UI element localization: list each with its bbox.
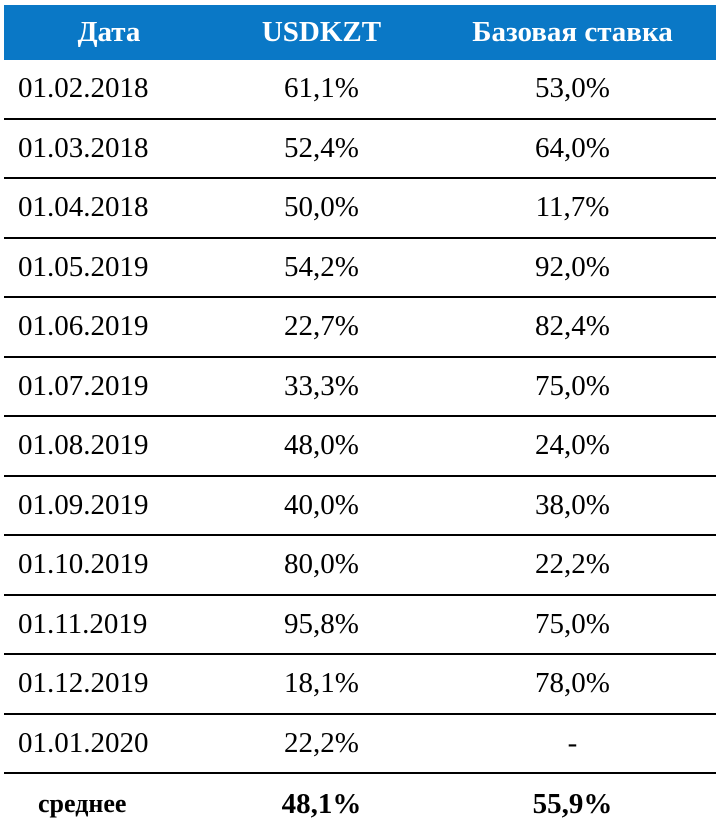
table-body: 01.02.2018 61,1% 53,0% 01.03.2018 52,4% 64,0%… bbox=[4, 60, 716, 774]
table-header: Дата USDKZT Базовая ставка bbox=[4, 5, 716, 60]
header-usdkzt: USDKZT bbox=[214, 5, 429, 60]
cell-date: 01.01.2020 bbox=[4, 713, 214, 774]
cell-base-rate: 64,0% bbox=[429, 118, 716, 179]
cell-usdkzt: 80,0% bbox=[214, 535, 429, 596]
cell-base-rate: 38,0% bbox=[429, 475, 716, 536]
table-row: 01.09.2019 40,0% 38,0% bbox=[4, 475, 716, 536]
average-label: среднее bbox=[38, 789, 127, 818]
average-row: среднее 48,1% 55,9% bbox=[4, 773, 716, 834]
cell-usdkzt: 40,0% bbox=[214, 475, 429, 536]
table-row: 01.05.2019 54,2% 92,0% bbox=[4, 237, 716, 298]
header-row: Дата USDKZT Базовая ставка bbox=[4, 5, 716, 60]
table-footer: среднее 48,1% 55,9% bbox=[4, 773, 716, 834]
cell-base-rate: 78,0% bbox=[429, 654, 716, 715]
cell-date: 01.06.2019 bbox=[4, 297, 214, 358]
table-row: 01.02.2018 61,1% 53,0% bbox=[4, 60, 716, 120]
cell-base-rate: 53,0% bbox=[429, 60, 716, 120]
cell-date: 01.02.2018 bbox=[4, 60, 214, 120]
header-date: Дата bbox=[4, 5, 214, 60]
cell-date: 01.10.2019 bbox=[4, 535, 214, 596]
cell-date: 01.07.2019 bbox=[4, 356, 214, 417]
table-row: 01.11.2019 95,8% 75,0% bbox=[4, 594, 716, 655]
average-usdkzt: 48,1% bbox=[281, 787, 362, 820]
table-row: 01.07.2019 33,3% 75,0% bbox=[4, 356, 716, 417]
cell-date: 01.05.2019 bbox=[4, 237, 214, 298]
cell-base-rate: - bbox=[429, 713, 716, 774]
cell-date: 01.11.2019 bbox=[4, 594, 214, 655]
cell-date: 01.04.2018 bbox=[4, 178, 214, 239]
table-row: 01.08.2019 48,0% 24,0% bbox=[4, 416, 716, 477]
table-row: 01.04.2018 50,0% 11,7% bbox=[4, 178, 716, 239]
data-table: Дата USDKZT Базовая ставка 01.02.2018 61,… bbox=[4, 5, 716, 834]
cell-base-rate: 11,7% bbox=[429, 178, 716, 239]
cell-base-rate: 75,0% bbox=[429, 594, 716, 655]
cell-usdkzt: 54,2% bbox=[214, 237, 429, 298]
table-row: 01.06.2019 22,7% 82,4% bbox=[4, 297, 716, 358]
cell-base-rate: 75,0% bbox=[429, 356, 716, 417]
cell-date: 01.08.2019 bbox=[4, 416, 214, 477]
cell-usdkzt: 52,4% bbox=[214, 118, 429, 179]
cell-usdkzt: 33,3% bbox=[214, 356, 429, 417]
cell-usdkzt: 22,2% bbox=[214, 713, 429, 774]
average-base-rate: 55,9% bbox=[532, 787, 613, 820]
cell-base-rate: 82,4% bbox=[429, 297, 716, 358]
cell-usdkzt: 50,0% bbox=[214, 178, 429, 239]
cell-usdkzt: 22,7% bbox=[214, 297, 429, 358]
table-row: 01.01.2020 22,2% - bbox=[4, 713, 716, 774]
table-row: 01.12.2019 18,1% 78,0% bbox=[4, 654, 716, 715]
cell-base-rate: 24,0% bbox=[429, 416, 716, 477]
data-table-container: Дата USDKZT Базовая ставка 01.02.2018 61,… bbox=[4, 5, 716, 834]
header-base-rate: Базовая ставка bbox=[429, 5, 716, 60]
cell-base-rate: 22,2% bbox=[429, 535, 716, 596]
cell-date: 01.09.2019 bbox=[4, 475, 214, 536]
cell-base-rate: 92,0% bbox=[429, 237, 716, 298]
cell-date: 01.12.2019 bbox=[4, 654, 214, 715]
cell-usdkzt: 95,8% bbox=[214, 594, 429, 655]
table-row: 01.10.2019 80,0% 22,2% bbox=[4, 535, 716, 596]
table-row: 01.03.2018 52,4% 64,0% bbox=[4, 118, 716, 179]
cell-usdkzt: 61,1% bbox=[214, 60, 429, 120]
cell-usdkzt: 48,0% bbox=[214, 416, 429, 477]
cell-date: 01.03.2018 bbox=[4, 118, 214, 179]
cell-usdkzt: 18,1% bbox=[214, 654, 429, 715]
